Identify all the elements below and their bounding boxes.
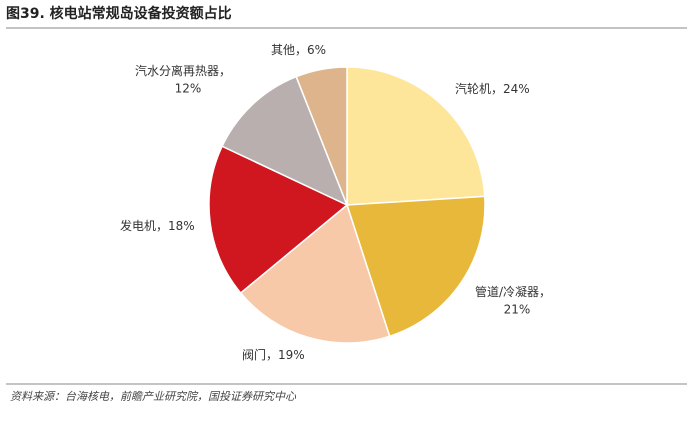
slice-label: 发电机，18% xyxy=(120,218,195,233)
label-separator: ， xyxy=(295,43,307,57)
value-label: 24% xyxy=(503,82,530,96)
category-name: 阀门 xyxy=(242,347,266,362)
pie-slice xyxy=(208,145,349,295)
slice-label: 管道/冷凝器， xyxy=(475,284,551,299)
value-label: 21% xyxy=(504,303,531,317)
pie-slice xyxy=(295,66,348,206)
slice-label: 其他，6% xyxy=(271,43,326,57)
value-label: 6% xyxy=(307,43,326,57)
value-label: 19% xyxy=(278,348,305,362)
category-name: 发电机 xyxy=(120,218,156,233)
label-separator: ， xyxy=(491,82,503,96)
pie-slice xyxy=(221,75,349,207)
category-name: 其他 xyxy=(271,43,295,57)
pie-slice xyxy=(345,195,486,338)
label-separator: ， xyxy=(266,348,278,362)
category-name: 汽水分离再热器 xyxy=(135,63,219,78)
label-separator: ， xyxy=(219,64,231,78)
value-label: 18% xyxy=(168,219,195,233)
label-separator: ， xyxy=(539,285,551,299)
value-label: 12% xyxy=(175,82,202,96)
chart-title: 图39. 核电站常规岛设备投资额占比 xyxy=(6,5,232,22)
pie-slice xyxy=(346,66,486,206)
category-name: 汽轮机 xyxy=(455,81,491,96)
slice-label: 阀门，19% xyxy=(242,347,305,362)
label-separator: ， xyxy=(156,219,168,233)
slice-label: 汽水分离再热器， xyxy=(135,63,231,78)
source: 资料来源：台海核电，前瞻产业研究院，国投证券研究中心 xyxy=(10,390,297,403)
pie-slice xyxy=(239,203,391,344)
slice-label: 汽轮机，24% xyxy=(455,81,530,96)
category-name: 管道/冷凝器 xyxy=(475,284,539,299)
